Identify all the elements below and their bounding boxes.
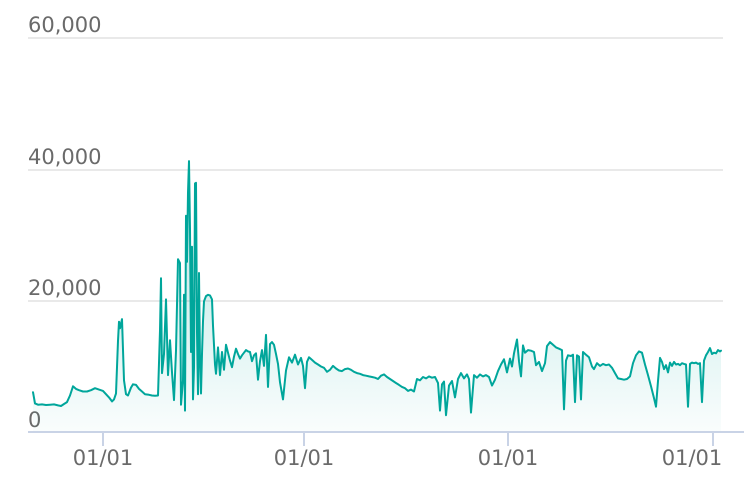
x-axis-label: 01/01 xyxy=(662,446,723,470)
x-axis-label: 01/01 xyxy=(274,446,335,470)
x-axis-label: 01/01 xyxy=(478,446,539,470)
y-axis-label: 20,000 xyxy=(28,276,101,300)
x-axis-label: 01/01 xyxy=(73,446,134,470)
y-axis-label: 40,000 xyxy=(28,145,101,169)
series-line xyxy=(32,160,722,417)
series-area xyxy=(33,161,721,433)
y-axis-label: 60,000 xyxy=(28,13,101,37)
